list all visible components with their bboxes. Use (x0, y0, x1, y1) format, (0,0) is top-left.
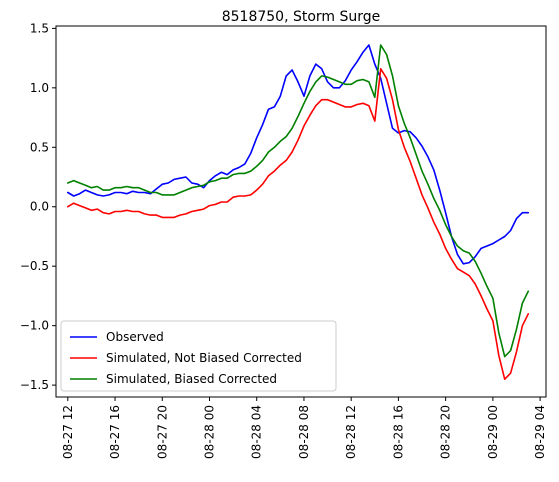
x-tick-label-6: 08-28 12 (344, 405, 358, 459)
x-tick-label-5: 08-28 08 (297, 405, 311, 459)
y-tick-label-4: −0.5 (20, 259, 49, 273)
x-tick-label-8: 08-28 20 (439, 405, 453, 459)
y-tick-label-2: 0.5 (30, 140, 49, 154)
y-axis: 1.5 1.0 0.5 0.0 −0.5 −1.0 −1.5 (20, 21, 56, 392)
y-tick-label-1: 1.0 (30, 81, 49, 95)
plot-frame (55, 25, 547, 398)
y-tick-label-5: −1.0 (20, 319, 49, 333)
series-line-2 (67, 44, 530, 358)
x-axis: 08-27 12 08-27 16 08-27 20 08-28 00 08-28 04… (61, 397, 547, 459)
x-tick-label-4: 08-28 04 (250, 405, 264, 459)
x-tick-label-10: 08-29 04 (533, 405, 547, 459)
y-tick-label-0: 1.5 (30, 21, 49, 35)
x-tick-label-9: 08-29 00 (486, 405, 500, 459)
chart-title: 8518750, Storm Surge (222, 9, 381, 25)
x-tick-label-0: 08-27 12 (61, 405, 75, 459)
x-tick-label-2: 08-27 20 (155, 405, 169, 459)
series-line-1 (67, 68, 530, 380)
y-tick-label-6: −1.5 (20, 378, 49, 392)
legend-label-not-bias-corrected: Simulated, Not Biased Corrected (106, 351, 302, 365)
x-tick-label-1: 08-27 16 (108, 405, 122, 459)
series-line-0 (67, 44, 530, 265)
x-tick-label-3: 08-28 00 (202, 405, 216, 459)
legend-box (60, 320, 337, 392)
legend: Observed Simulated, Not Biased Corrected… (60, 320, 337, 392)
x-tick-label-7: 08-28 16 (391, 405, 405, 459)
legend-label-bias-corrected: Simulated, Biased Corrected (106, 372, 277, 386)
legend-label-observed: Observed (106, 330, 164, 344)
series-layer (67, 44, 530, 380)
y-tick-label-3: 0.0 (30, 200, 49, 214)
